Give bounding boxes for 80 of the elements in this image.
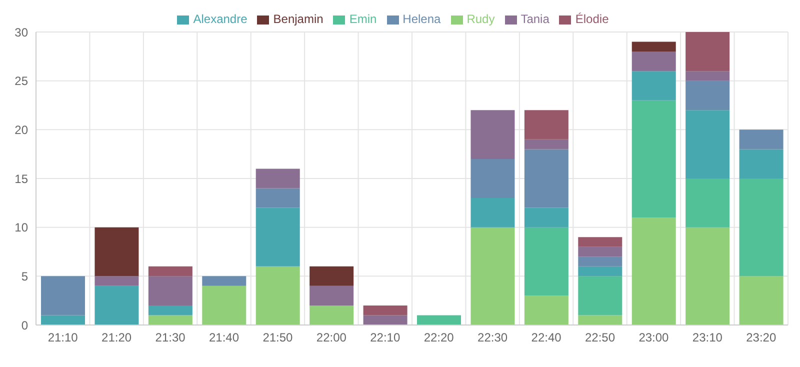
bar: [578, 256, 622, 266]
bar: [686, 32, 730, 72]
bar: [470, 158, 515, 198]
legend-label: Élodie: [575, 12, 609, 26]
y-tick-label: 10: [14, 220, 28, 235]
bar: [524, 149, 568, 208]
bar: [148, 266, 192, 276]
legend-label: Tania: [520, 12, 550, 26]
bar: [739, 149, 784, 178]
bar: [686, 80, 730, 110]
bar: [256, 168, 300, 188]
legend-label: Benjamin: [273, 12, 324, 26]
bar: [686, 178, 730, 228]
bar: [739, 178, 784, 276]
bar: [524, 227, 568, 296]
y-tick-label: 15: [14, 172, 28, 186]
x-tick-label: 22:10: [370, 330, 400, 345]
bar: [41, 315, 85, 325]
x-tick-label: 23:20: [746, 330, 776, 345]
x-tick-label: 22:30: [478, 330, 508, 345]
x-tick-label: 23:10: [692, 330, 723, 345]
x-tick-label: 21:40: [208, 330, 240, 345]
x-tick-label: 23:00: [638, 330, 670, 345]
bar: [148, 315, 192, 325]
bar: [739, 276, 784, 325]
x-tick-label: 21:20: [102, 330, 132, 345]
bar: [310, 266, 354, 286]
bar: [417, 315, 461, 325]
x-tick-label: 21:10: [48, 330, 78, 345]
x-tick-label: 22:40: [531, 330, 562, 345]
y-tick-label: 0: [21, 318, 28, 332]
bar: [524, 139, 568, 150]
x-tick-label: 21:50: [262, 330, 294, 345]
y-tick-label: 25: [14, 74, 28, 88]
bar: [310, 305, 354, 325]
bar: [470, 110, 515, 159]
bar: [524, 110, 568, 140]
bar: [578, 276, 622, 316]
bar: [470, 227, 515, 325]
y-tick-label: 5: [21, 269, 28, 284]
bar: [94, 286, 139, 325]
legend-label: Emin: [349, 12, 377, 26]
x-tick-label: 22:20: [424, 330, 454, 345]
x-tick-label: 21:30: [155, 330, 186, 345]
bar: [632, 218, 676, 325]
legend-label: Rudy: [466, 12, 495, 26]
bar: [632, 52, 676, 72]
bar: [41, 276, 85, 316]
bar: [578, 266, 622, 276]
bar: [256, 188, 300, 208]
bar: [363, 305, 408, 316]
bar: [310, 286, 354, 306]
bar: [686, 110, 730, 178]
bar: [256, 266, 300, 325]
bar: [578, 315, 622, 325]
y-tick-label: 20: [14, 122, 28, 137]
bar: [632, 100, 676, 218]
bar: [686, 71, 730, 81]
bar: [202, 286, 246, 325]
bar: [632, 71, 676, 100]
bar: [524, 296, 568, 325]
bar: [202, 276, 246, 286]
bar: [148, 276, 192, 306]
legend-label: Alexandre: [193, 12, 248, 26]
bar: [363, 315, 408, 325]
x-tick-label: 22:00: [316, 330, 347, 345]
bar: [94, 227, 139, 276]
y-tick-label: 30: [14, 25, 28, 40]
bar: [470, 198, 515, 228]
bar: [739, 130, 784, 150]
bar: [524, 208, 568, 228]
bar: [256, 208, 300, 266]
x-tick-label: 22:50: [584, 330, 616, 345]
bar: [686, 227, 730, 325]
bar: [578, 246, 622, 257]
legend-label: Helena: [402, 12, 441, 26]
bar: [632, 42, 676, 52]
bar: [578, 237, 622, 247]
bar: [148, 305, 192, 316]
bar: [94, 276, 139, 286]
